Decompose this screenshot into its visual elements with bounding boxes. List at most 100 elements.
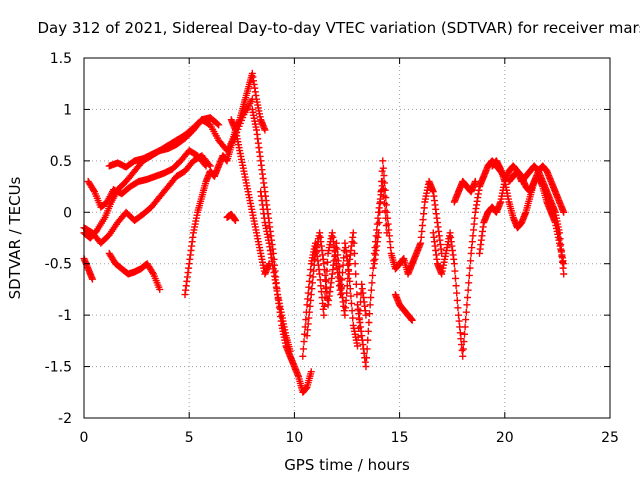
data-point <box>417 233 425 241</box>
data-point <box>384 214 392 222</box>
data-point <box>453 289 461 297</box>
data-point <box>299 345 307 353</box>
data-point <box>305 283 313 291</box>
data-point <box>471 214 479 222</box>
data-point <box>459 352 467 360</box>
data-point <box>347 292 355 300</box>
data-point <box>304 289 312 297</box>
y-axis-label: SDTVAR / TECUs <box>6 176 24 299</box>
series-s8 <box>227 116 273 278</box>
data-point <box>345 270 353 278</box>
data-point <box>464 286 472 294</box>
data-point <box>560 260 568 268</box>
y-tick-label: 1 <box>63 102 72 118</box>
data-point <box>455 311 463 319</box>
data-point <box>470 220 478 228</box>
data-point <box>374 214 382 222</box>
y-tick-label: -2 <box>58 411 72 427</box>
data-point <box>469 232 477 240</box>
data-point <box>305 277 313 285</box>
data-point <box>385 232 393 240</box>
data-point <box>451 267 459 275</box>
data-point <box>316 270 324 278</box>
y-tick-label: -1 <box>58 308 72 324</box>
data-point <box>149 269 157 277</box>
data-point <box>341 304 349 312</box>
data-point <box>90 186 98 194</box>
data-point <box>316 276 324 284</box>
data-point <box>362 311 370 319</box>
y-tick-label: 1.5 <box>50 51 72 67</box>
data-point <box>418 222 426 230</box>
data-point <box>366 301 374 309</box>
grid-lines <box>84 58 610 418</box>
data-point <box>306 271 314 279</box>
data-point <box>302 316 310 324</box>
data-point <box>381 179 389 187</box>
series-s16 <box>429 157 509 360</box>
data-point <box>307 266 315 274</box>
data-point <box>342 296 350 304</box>
data-point <box>346 285 354 293</box>
data-point <box>387 244 395 252</box>
data-point <box>346 277 354 285</box>
data-point <box>323 267 331 275</box>
y-tick-label: 0.5 <box>50 154 72 170</box>
y-tick-label: 0 <box>63 205 72 221</box>
data-point <box>321 294 329 302</box>
data-point <box>364 336 372 344</box>
x-tick-label: 5 <box>185 430 194 446</box>
data-point <box>471 177 479 185</box>
data-point <box>459 345 467 353</box>
data-point <box>466 264 474 272</box>
data-point <box>205 161 213 169</box>
data-point <box>417 239 425 247</box>
data-point <box>303 301 311 309</box>
x-tick-label: 10 <box>285 430 303 446</box>
data-point <box>376 208 384 216</box>
series-s20 <box>505 162 568 216</box>
data-point <box>300 338 308 346</box>
series-s14 <box>370 157 446 278</box>
data-point <box>468 238 476 246</box>
data-point <box>349 229 357 237</box>
data-point <box>376 198 384 206</box>
data-point <box>322 276 330 284</box>
series-s13 <box>299 229 370 360</box>
data-point <box>320 260 328 268</box>
series-s4 <box>80 152 214 247</box>
x-axis-ticks: 0 5 10 15 20 25 <box>80 58 619 446</box>
data-point <box>375 229 383 237</box>
data-point <box>365 318 373 326</box>
data-point <box>465 279 473 287</box>
data-point <box>460 338 468 346</box>
data-point <box>367 286 375 294</box>
data-point <box>338 276 346 284</box>
data-point <box>408 316 416 324</box>
data-point <box>156 285 164 293</box>
data-point <box>353 291 361 299</box>
data-point <box>350 239 358 247</box>
data-point <box>337 291 345 299</box>
y-tick-label: -0.5 <box>45 257 72 273</box>
x-tick-label: 20 <box>496 430 514 446</box>
series-s5 <box>105 249 164 293</box>
data-point <box>470 226 478 234</box>
data-point <box>363 345 371 353</box>
data-point <box>366 310 374 318</box>
data-point <box>337 283 345 291</box>
data-point <box>560 208 568 216</box>
data-point <box>368 279 376 287</box>
y-axis-ticks: -2 -1.5 -1 -0.5 0 0.5 1 1.5 <box>45 51 610 427</box>
data-point <box>381 186 389 194</box>
data-point <box>304 295 312 303</box>
data-point <box>455 317 463 325</box>
x-tick-label: 0 <box>80 430 89 446</box>
data-point <box>338 269 346 277</box>
data-point <box>320 302 328 310</box>
data-point <box>420 204 428 212</box>
data-point <box>286 347 294 355</box>
data-point <box>382 201 390 209</box>
chart-title: Day 312 of 2021, Sidereal Day-to-day VTE… <box>37 19 640 37</box>
